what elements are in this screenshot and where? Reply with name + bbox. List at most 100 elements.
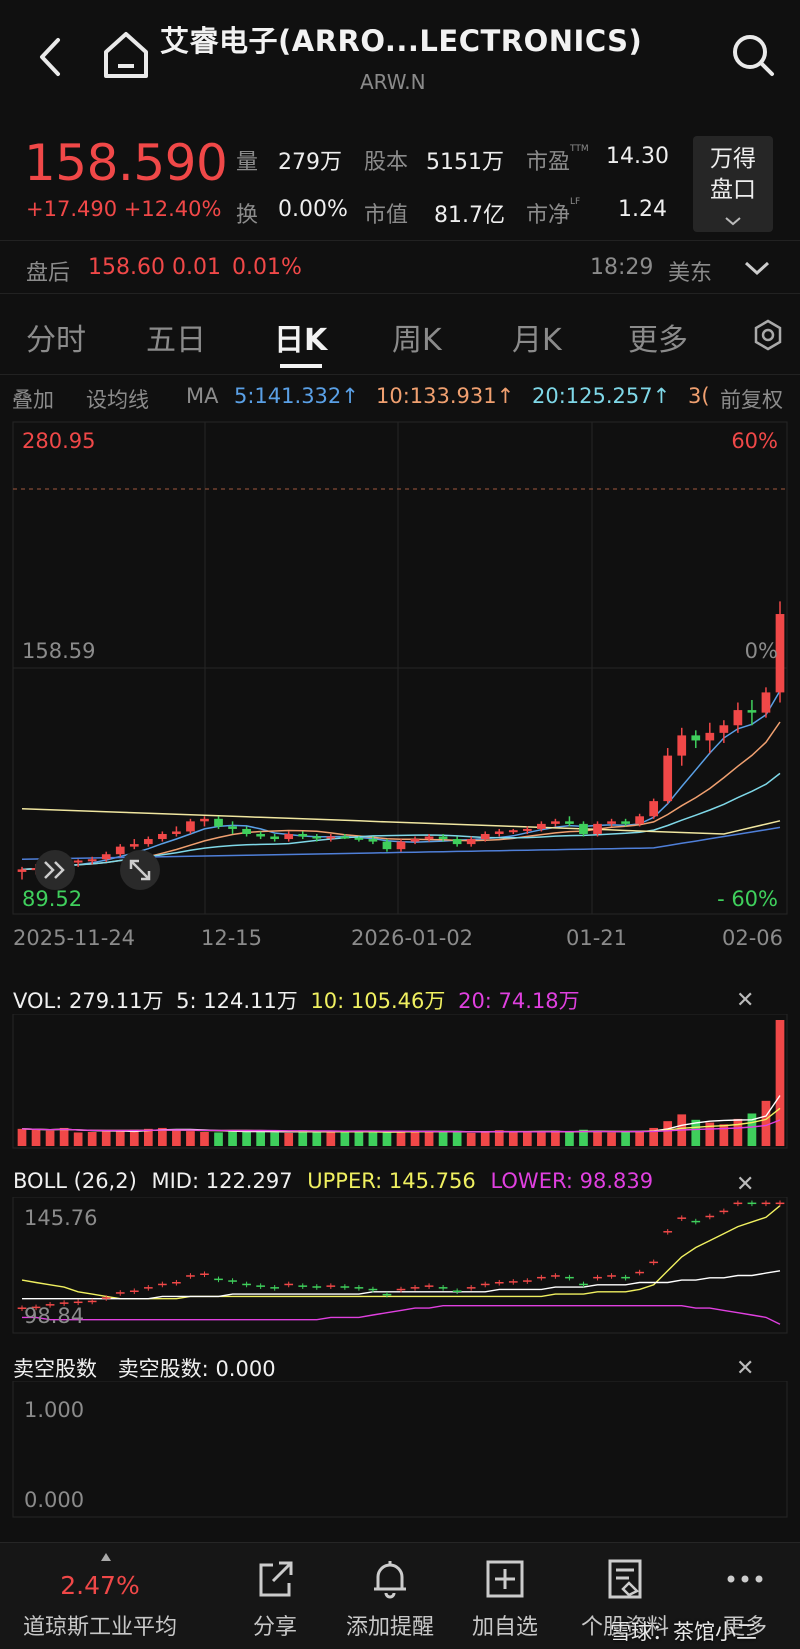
candle — [607, 818, 616, 827]
fullscreen-icon[interactable] — [120, 850, 160, 890]
after-hours-bar[interactable]: 盘后 158.60 0.01 0.01% 18:29 美东 — [0, 240, 800, 294]
set-ma-button[interactable]: 设均线 — [86, 388, 149, 412]
candle — [635, 813, 644, 827]
overlay-button[interactable]: 叠加 — [12, 388, 54, 412]
close-volume-icon[interactable]: ✕ — [736, 988, 755, 1013]
candle — [242, 826, 251, 837]
volume-bar — [635, 1131, 644, 1146]
share-icon — [259, 1561, 293, 1597]
home-icon[interactable] — [100, 28, 152, 84]
volume-bar — [480, 1131, 490, 1146]
period-tabs: 分时 五日 日K 周K 月K 更多 — [0, 295, 800, 375]
candle — [340, 833, 350, 840]
vol-ma20: 20: 74.18万 — [458, 989, 580, 1013]
boll-candle — [424, 1283, 434, 1289]
stat-mktcap-value: 81.7亿 — [434, 203, 505, 228]
volume-bar — [284, 1132, 294, 1146]
volume-chart[interactable] — [0, 1014, 800, 1150]
add-alert-button[interactable]: 添加提醒 — [330, 1543, 450, 1649]
wande-panel-button[interactable]: 万得 盘口 — [693, 136, 773, 232]
volume-bar — [747, 1113, 757, 1146]
tab-monthly-k[interactable]: 月K — [512, 323, 562, 358]
y-axis-bottom: 89.52 — [22, 887, 82, 911]
stat-pb-value: 1.24 — [618, 197, 667, 222]
volume-bar — [200, 1132, 209, 1146]
boll-candle — [186, 1273, 195, 1279]
short-chart[interactable]: 1.000 0.000 — [0, 1381, 800, 1519]
candle — [158, 831, 167, 842]
add-watchlist-button[interactable]: 加自选 — [450, 1543, 560, 1649]
tab-five-day[interactable]: 五日 — [146, 323, 206, 358]
candlestick-chart[interactable]: 280.95 158.59 89.52 60% 0% - 60% — [0, 418, 800, 926]
boll-candle — [284, 1281, 294, 1288]
boll-candle — [242, 1281, 251, 1288]
search-icon[interactable] — [728, 30, 778, 80]
tab-weekly-k[interactable]: 周K — [392, 323, 442, 358]
candle — [677, 727, 687, 766]
candle — [270, 833, 280, 842]
volume-bar — [775, 1020, 785, 1146]
candle — [537, 821, 546, 832]
tab-daily-k[interactable]: 日K — [274, 323, 328, 358]
boll-candle — [466, 1285, 476, 1291]
chevron-down-icon — [725, 217, 741, 226]
volume-bar — [45, 1130, 55, 1146]
boll-candle — [200, 1271, 209, 1278]
boll-legend: BOLL (26,2) MID: 122.297 UPPER: 145.756 … — [13, 1169, 653, 1193]
candle — [775, 601, 785, 703]
page-title: 艾睿电子(ARRO...LECTRONICS) — [160, 24, 643, 58]
volume-bar — [691, 1119, 701, 1146]
candle — [565, 816, 574, 827]
more-button[interactable]: 更多 — [690, 1543, 800, 1649]
candle — [438, 833, 448, 842]
change-abs: +17.490 — [26, 197, 118, 221]
stat-pe-label: 市盈TTM — [526, 144, 589, 175]
volume-bar — [87, 1132, 97, 1146]
back-icon[interactable] — [30, 30, 74, 84]
short-value: 卖空股数: 0.000 — [117, 1357, 276, 1381]
stat-volume-value: 279万 — [278, 150, 342, 175]
volume-bar — [761, 1100, 771, 1146]
volume-bar — [143, 1128, 153, 1146]
expand-icon[interactable] — [35, 850, 75, 890]
boll-candle — [677, 1215, 687, 1221]
index-ticker-button[interactable]: 2.47% 道琼斯工业平均 — [0, 1543, 200, 1649]
tab-intraday[interactable]: 分时 — [26, 323, 86, 358]
add-watchlist-label: 加自选 — [471, 1615, 538, 1640]
ma30-line — [21, 807, 781, 835]
boll-candles — [17, 1200, 785, 1312]
boll-candle — [480, 1281, 490, 1288]
x-label-5: 02-06 — [722, 926, 784, 950]
index-name: 道琼斯工业平均 — [22, 1615, 177, 1640]
close-short-icon[interactable]: ✕ — [736, 1356, 755, 1381]
candle — [621, 818, 630, 827]
watermark: 雪球：茶馆小二 — [610, 1620, 757, 1644]
volume-bar — [312, 1131, 322, 1146]
adjust-mode-button[interactable]: 前复权 — [716, 384, 783, 414]
boll-chart[interactable]: 145.76 98.84 — [0, 1197, 800, 1335]
last-price: 158.590 — [24, 134, 228, 192]
stat-shares-value: 5151万 — [426, 150, 504, 175]
wande-label-1: 万得 — [710, 146, 756, 172]
volume-bar — [17, 1128, 27, 1146]
settings-icon[interactable] — [752, 319, 784, 351]
stock-info-label: 个股资料 — [580, 1615, 669, 1640]
volume-bar — [340, 1132, 350, 1146]
more-label: 更多 — [722, 1615, 767, 1640]
candle — [691, 730, 701, 749]
candle — [452, 836, 462, 847]
volume-bar — [551, 1130, 560, 1146]
close-boll-icon[interactable]: ✕ — [736, 1172, 755, 1197]
candle — [17, 866, 27, 880]
volume-bar — [186, 1131, 195, 1146]
boll-label: BOLL (26,2) — [13, 1169, 137, 1193]
share-button[interactable]: 分享 — [220, 1543, 330, 1649]
boll-candle — [494, 1279, 504, 1286]
plus-square-icon — [486, 1560, 524, 1598]
tab-more[interactable]: 更多 — [628, 323, 688, 358]
volume-bar — [242, 1131, 251, 1146]
volume-bars — [17, 1020, 785, 1146]
stock-info-button[interactable]: 个股资料 — [565, 1543, 685, 1649]
boll-candle — [59, 1300, 69, 1306]
chevron-down-icon[interactable] — [742, 259, 772, 279]
